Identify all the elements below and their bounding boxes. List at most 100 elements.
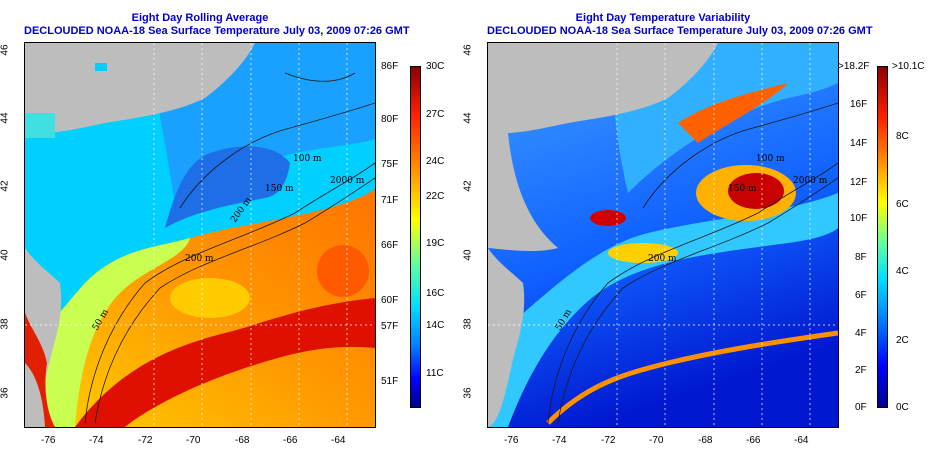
left-speckle-1 bbox=[25, 113, 55, 138]
right-xtick-76: -76 bbox=[504, 435, 519, 446]
left-ytick-44: 44 bbox=[0, 112, 11, 124]
right-land-newengland bbox=[488, 133, 558, 252]
right-cb-c-5: 0C bbox=[896, 402, 909, 413]
left-title-line2: DECLOUDED NOAA-18 Sea Surface Temperatur… bbox=[24, 25, 410, 37]
right-xtick-64: -64 bbox=[794, 435, 809, 446]
right-colorbar bbox=[877, 66, 888, 408]
left-cb-f-3: 71F bbox=[381, 195, 399, 206]
right-contour-label-100: 100 m bbox=[756, 154, 785, 164]
left-speckle-2 bbox=[95, 63, 107, 71]
left-land-south bbox=[25, 363, 45, 427]
right-cb-f-2: 14F bbox=[850, 138, 868, 149]
left-ytick-38: 38 bbox=[0, 318, 11, 330]
right-land-midatlantic bbox=[488, 248, 525, 427]
right-cb-f-8: 2F bbox=[855, 365, 867, 376]
right-ytick-42: 42 bbox=[462, 180, 474, 192]
left-xtick-64: -64 bbox=[331, 435, 346, 446]
left-cb-f-7: 51F bbox=[381, 376, 399, 387]
right-peak-var-zone bbox=[728, 173, 784, 209]
right-ytick-46: 46 bbox=[462, 44, 474, 56]
left-cb-c-2: 24C bbox=[426, 156, 445, 167]
left-title: Eight Day Rolling Average DECLOUDED NOAA… bbox=[24, 12, 410, 38]
right-cb-c-3: 4C bbox=[896, 266, 909, 277]
left-coastal-band bbox=[25, 238, 190, 427]
right-xtick-72: -72 bbox=[601, 435, 616, 446]
left-cb-c-0: 30C bbox=[426, 61, 445, 72]
right-graticule bbox=[488, 43, 838, 427]
left-georges-bank-cold bbox=[165, 146, 290, 228]
right-ytick-36: 36 bbox=[462, 387, 474, 399]
right-shelf-variability bbox=[488, 193, 838, 427]
right-title-line1: Eight Day Temperature Variability bbox=[575, 12, 751, 24]
left-cb-c-4: 19C bbox=[426, 238, 445, 249]
right-cb-c-0: >10.1C bbox=[892, 61, 925, 72]
left-warm-eddy bbox=[170, 278, 250, 318]
right-cb-c-2: 6C bbox=[896, 199, 909, 210]
left-cb-f-5: 60F bbox=[381, 295, 399, 306]
right-title: Eight Day Temperature Variability DECLOU… bbox=[487, 12, 873, 38]
right-contour-label-2000: 2000 m bbox=[793, 176, 828, 186]
right-cb-f-4: 10F bbox=[850, 213, 868, 224]
left-xtick-76: -76 bbox=[41, 435, 56, 446]
right-xtick-70: -70 bbox=[649, 435, 664, 446]
right-title-line2: DECLOUDED NOAA-18 Sea Surface Temperatur… bbox=[487, 25, 873, 37]
left-map: 100 m 2000 m 150 m 200 m 200 m 50 m bbox=[24, 42, 376, 428]
left-land-north bbox=[25, 43, 255, 134]
left-xtick-68: -68 bbox=[235, 435, 250, 446]
right-xtick-66: -66 bbox=[746, 435, 761, 446]
left-map-svg: 100 m 2000 m 150 m 200 m 200 m 50 m bbox=[25, 43, 375, 427]
left-cb-f-0: 86F bbox=[381, 61, 399, 72]
left-xtick-70: -70 bbox=[186, 435, 201, 446]
left-xtick-74: -74 bbox=[89, 435, 104, 446]
right-high-var-north bbox=[678, 83, 788, 143]
left-cb-f-4: 66F bbox=[381, 240, 399, 251]
right-ytick-40: 40 bbox=[462, 249, 474, 261]
left-title-line1: Eight Day Rolling Average bbox=[131, 12, 269, 24]
right-cb-c-1: 8C bbox=[896, 131, 909, 142]
left-cb-f-2: 75F bbox=[381, 159, 399, 170]
left-cb-c-5: 16C bbox=[426, 288, 445, 299]
right-contour-label-200: 200 m bbox=[648, 254, 677, 264]
left-ytick-46: 46 bbox=[0, 44, 11, 56]
right-map-svg: 100 m 2000 m 150 m 200 m 50 m bbox=[488, 43, 838, 427]
right-cb-f-9: 0F bbox=[855, 402, 867, 413]
right-ytick-44: 44 bbox=[462, 112, 474, 124]
left-xtick-72: -72 bbox=[138, 435, 153, 446]
left-cb-f-1: 80F bbox=[381, 114, 399, 125]
right-cb-f-6: 6F bbox=[855, 290, 867, 301]
left-ytick-42: 42 bbox=[0, 180, 11, 192]
left-warm-ring bbox=[317, 245, 369, 297]
right-cb-f-3: 12F bbox=[850, 177, 868, 188]
left-contour-label-200b: 200 m bbox=[185, 254, 214, 264]
left-xtick-66: -66 bbox=[283, 435, 298, 446]
right-shelf-edge-var bbox=[608, 243, 678, 263]
left-ytick-36: 36 bbox=[0, 387, 11, 399]
right-isobaths bbox=[547, 102, 838, 424]
left-isobaths bbox=[84, 72, 375, 424]
left-ytick-40: 40 bbox=[0, 249, 11, 261]
left-cb-f-6: 57F bbox=[381, 321, 399, 332]
left-contour-label-150: 150 m bbox=[265, 184, 294, 194]
left-contour-label-100: 100 m bbox=[293, 154, 322, 164]
left-gulf-stream bbox=[75, 298, 375, 427]
right-map: 100 m 2000 m 150 m 200 m 50 m bbox=[487, 42, 839, 428]
left-cb-c-3: 22C bbox=[426, 191, 445, 202]
right-xtick-68: -68 bbox=[698, 435, 713, 446]
right-cb-f-0: >18.2F bbox=[838, 61, 870, 72]
right-cb-f-5: 8F bbox=[855, 252, 867, 263]
right-cb-f-7: 4F bbox=[855, 328, 867, 339]
right-ytick-38: 38 bbox=[462, 318, 474, 330]
right-land-north bbox=[488, 43, 718, 134]
right-cb-f-1: 16F bbox=[850, 99, 868, 110]
right-contour-label-150: 150 m bbox=[728, 184, 757, 194]
right-gulf-stream-streak bbox=[546, 330, 838, 425]
right-high-var-west bbox=[590, 210, 626, 226]
right-xtick-74: -74 bbox=[552, 435, 567, 446]
left-colorbar bbox=[410, 66, 421, 408]
left-cb-c-6: 14C bbox=[426, 320, 445, 331]
right-cb-c-4: 2C bbox=[896, 335, 909, 346]
left-cb-c-7: 11C bbox=[426, 368, 444, 379]
left-cb-c-1: 27C bbox=[426, 109, 445, 120]
left-contour-label-2000: 2000 m bbox=[330, 176, 365, 186]
left-graticule bbox=[25, 43, 375, 427]
